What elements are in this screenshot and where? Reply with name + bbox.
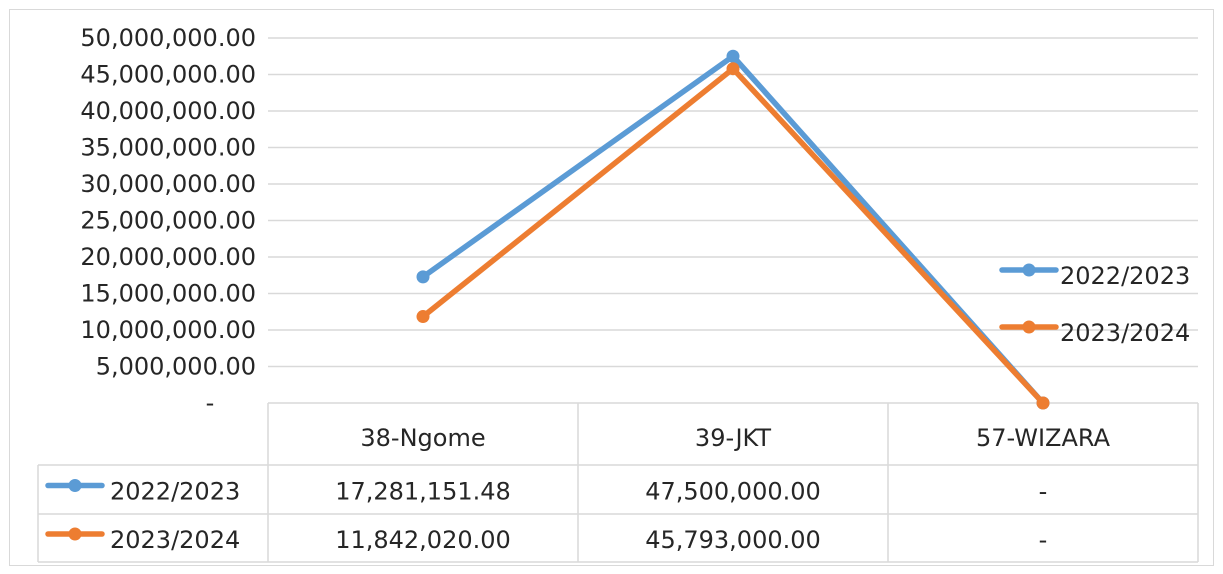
table-legend-marker: [68, 479, 82, 492]
y-tick-label: 40,000,000.00: [80, 97, 256, 125]
legend-label: 2023/2024: [1060, 319, 1190, 347]
table-cell: 45,793,000.00: [645, 526, 821, 554]
y-tick-label: 10,000,000.00: [80, 316, 256, 344]
y-tick-label: 20,000,000.00: [80, 243, 256, 271]
y-tick-label: 15,000,000.00: [80, 280, 256, 308]
legend-marker: [1022, 263, 1036, 277]
table-cell: -: [1039, 478, 1048, 506]
x-tick-label: 57-WIZARA: [976, 424, 1111, 452]
data-point: [416, 270, 430, 284]
y-tick-label: 5,000,000.00: [96, 353, 256, 381]
table-cell: -: [1039, 526, 1048, 554]
y-tick-label: 50,000,000.00: [80, 24, 256, 52]
table-legend-marker: [68, 527, 82, 541]
table-cell: 17,281,151.48: [335, 478, 511, 506]
y-tick-label: 25,000,000.00: [80, 207, 256, 235]
table-series-label: 2023/2024: [110, 526, 240, 554]
y-tick-label: 45,000,000.00: [80, 61, 256, 89]
y-tick-label: 35,000,000.00: [80, 134, 256, 162]
data-point: [416, 310, 430, 324]
table-cell: 47,500,000.00: [645, 478, 821, 506]
data-point: [726, 49, 740, 63]
series-line: [420, 65, 1046, 406]
table-series-label: 2022/2023: [110, 478, 240, 506]
legend-label: 2022/2023: [1060, 262, 1190, 290]
y-tick-label: 30,000,000.00: [80, 170, 256, 198]
table-cell: 11,842,020.00: [335, 526, 511, 554]
series-line: [420, 53, 1046, 406]
data-point: [726, 62, 740, 76]
data-point: [1036, 396, 1050, 410]
chart-frame: [9, 9, 1214, 566]
x-tick-label: 39-JKT: [695, 424, 771, 452]
legend-marker: [1022, 320, 1036, 334]
y-tick-label: -: [206, 389, 215, 417]
x-tick-label: 38-Ngome: [360, 424, 485, 452]
